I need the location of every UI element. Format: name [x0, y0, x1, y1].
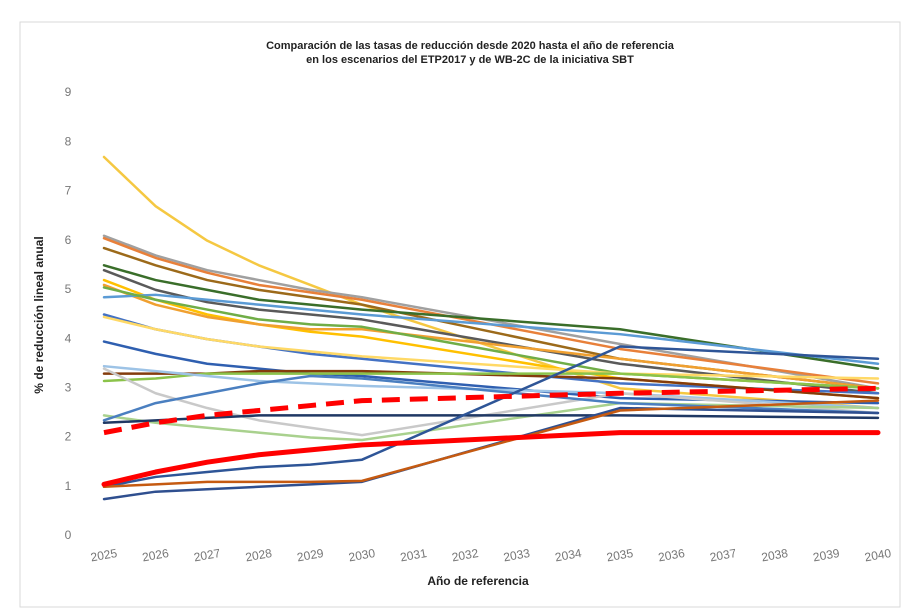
- x-tick-label: 2033: [502, 546, 531, 564]
- series-line: [102, 264, 880, 370]
- x-tick-label: 2035: [605, 546, 634, 564]
- series-line: [102, 315, 880, 380]
- series-line: [103, 385, 879, 436]
- series-line: [101, 430, 881, 487]
- y-tick-label: 3: [65, 381, 72, 395]
- series-line: [102, 283, 880, 390]
- series-line: [102, 234, 880, 390]
- x-axis-title: Año de referencia: [427, 574, 529, 588]
- y-tick-label: 6: [65, 233, 72, 247]
- x-tick-label: 2040: [863, 546, 892, 564]
- series-line: [102, 374, 880, 422]
- series-line: [102, 293, 880, 365]
- chart-title: en los escenarios del ETP2017 y de WB-2C…: [306, 54, 634, 66]
- series-line: [102, 369, 880, 400]
- x-tick-label: 2026: [141, 546, 170, 564]
- series-line: [102, 372, 880, 390]
- x-tick-label: 2025: [89, 546, 118, 564]
- x-tick-label: 2030: [347, 546, 376, 564]
- y-tick-label: 4: [65, 331, 72, 345]
- x-tick-label: 2034: [554, 546, 583, 564]
- x-tick-label: 2028: [244, 546, 273, 564]
- x-tick-label: 2027: [193, 546, 222, 564]
- x-tick-label: 2039: [812, 546, 841, 564]
- y-axis-title: % de reducción lineal anual: [32, 236, 46, 393]
- x-tick-label: 2036: [657, 546, 686, 564]
- chart-title: Comparación de las tasas de reducción de…: [266, 40, 675, 52]
- y-tick-label: 7: [65, 184, 72, 198]
- series-line: [102, 236, 880, 385]
- series-line: [102, 345, 880, 489]
- series-line: [102, 364, 880, 410]
- y-tick-label: 2: [65, 430, 72, 444]
- y-tick-label: 9: [65, 85, 72, 99]
- series-line: [102, 399, 880, 489]
- y-tick-label: 0: [65, 528, 72, 542]
- x-tick-label: 2029: [296, 546, 325, 564]
- x-tick-label: 2038: [760, 546, 789, 564]
- series-line: [102, 406, 880, 501]
- series-line: [102, 246, 880, 390]
- x-tick-label: 2032: [451, 546, 480, 564]
- y-tick-label: 8: [65, 134, 72, 148]
- x-tick-label: 2031: [399, 546, 428, 564]
- y-tick-label: 5: [65, 282, 72, 296]
- x-tick-label: 2037: [709, 546, 738, 564]
- series-line: [102, 268, 880, 395]
- y-tick-label: 1: [65, 479, 72, 493]
